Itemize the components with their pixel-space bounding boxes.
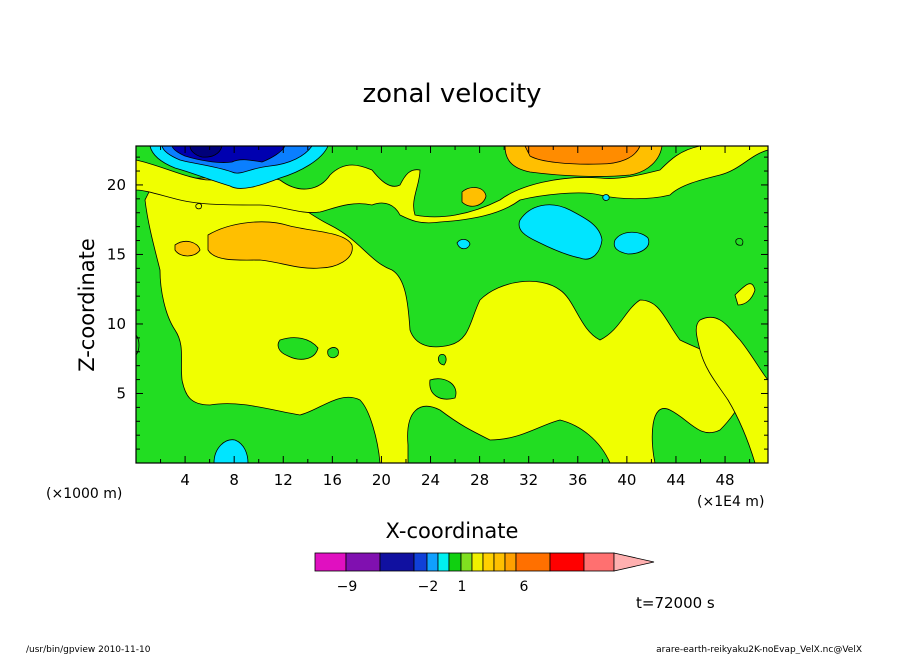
green-island-1 xyxy=(277,337,319,360)
x-tick-label: 12 xyxy=(274,471,293,489)
colorbar-box xyxy=(583,552,615,572)
dark-orange-region-top-right xyxy=(524,145,641,165)
x-tick-label: 20 xyxy=(372,471,391,489)
small-contour-3 xyxy=(735,237,744,246)
colorbar-box xyxy=(460,552,473,572)
colorbar-box xyxy=(515,552,551,572)
x-tick-label: 44 xyxy=(666,471,685,489)
colorbar-arrow xyxy=(613,552,655,572)
contour-field xyxy=(135,145,769,464)
colorbar-box xyxy=(413,552,428,572)
colorbar-box xyxy=(504,552,517,572)
x-tick-label: 4 xyxy=(180,471,190,489)
yellow-region-right-2 xyxy=(734,283,756,306)
cyan-blob-center-right xyxy=(518,204,603,260)
green-island-4 xyxy=(429,378,457,400)
x-tick-label: 32 xyxy=(519,471,538,489)
cyan-blob-bottom xyxy=(213,439,249,464)
colorbar: −9 −2 1 6 xyxy=(314,552,655,595)
colorbar-box xyxy=(379,552,415,572)
time-label: t=72000 s xyxy=(636,594,715,612)
x-axis-title: X-coordinate xyxy=(386,519,519,543)
colorbar-box xyxy=(345,552,381,572)
orange-blob-1 xyxy=(207,221,353,269)
orange-blob-3 xyxy=(461,187,487,207)
colorbar-box xyxy=(314,552,347,572)
y-axis-title: Z-coordinate xyxy=(75,238,99,372)
small-contour-1 xyxy=(195,203,202,210)
green-island-3 xyxy=(437,353,447,366)
x-tick-label: 8 xyxy=(229,471,239,489)
colorbar-box xyxy=(471,552,484,572)
yellow-region-right xyxy=(695,317,769,464)
colorbar-tick-label: 6 xyxy=(520,579,529,595)
x-unit-right: (×1E4 m) xyxy=(697,494,764,510)
colorbar-box xyxy=(549,552,585,572)
colorbar-tick-label: −9 xyxy=(337,579,358,595)
y-tick-label: 20 xyxy=(107,176,126,194)
colorbar-box xyxy=(437,552,450,572)
colorbar-tick-label: 1 xyxy=(458,579,467,595)
x-axis: 4 8 12 16 20 24 28 32 36 40 44 48 xyxy=(160,146,751,489)
footer-right: arare-earth-reikyaku2K-noEvap_VelX.nc@Ve… xyxy=(656,645,862,654)
y-tick-label: 5 xyxy=(116,384,126,402)
y-axis: 5 10 15 20 xyxy=(107,156,768,450)
x-tick-label: 16 xyxy=(323,471,342,489)
colorbar-box xyxy=(482,552,495,572)
colorbar-tick-label: −2 xyxy=(418,579,439,595)
colorbar-box xyxy=(493,552,506,572)
colorbar-box xyxy=(426,552,439,572)
navy-core-top-left xyxy=(189,145,223,158)
y-tick-label: 15 xyxy=(107,245,126,263)
footer-left: /usr/bin/gpview 2010-11-10 xyxy=(26,645,151,654)
cyan-blob-small xyxy=(456,238,471,250)
small-contour-2 xyxy=(602,194,610,201)
plot-frame xyxy=(135,145,769,464)
orange-blob-2 xyxy=(174,240,201,257)
x-tick-label: 24 xyxy=(421,471,440,489)
colorbar-box xyxy=(448,552,462,572)
chart-title: zonal velocity xyxy=(362,79,541,109)
x-unit-left: (×1000 m) xyxy=(46,486,122,502)
x-tick-label: 36 xyxy=(568,471,587,489)
green-island-2 xyxy=(327,347,339,359)
x-tick-label: 40 xyxy=(617,471,636,489)
cyan-blob-right xyxy=(613,231,650,255)
y-tick-label: 10 xyxy=(107,315,126,333)
x-tick-label: 28 xyxy=(470,471,489,489)
x-tick-label: 48 xyxy=(716,471,735,489)
